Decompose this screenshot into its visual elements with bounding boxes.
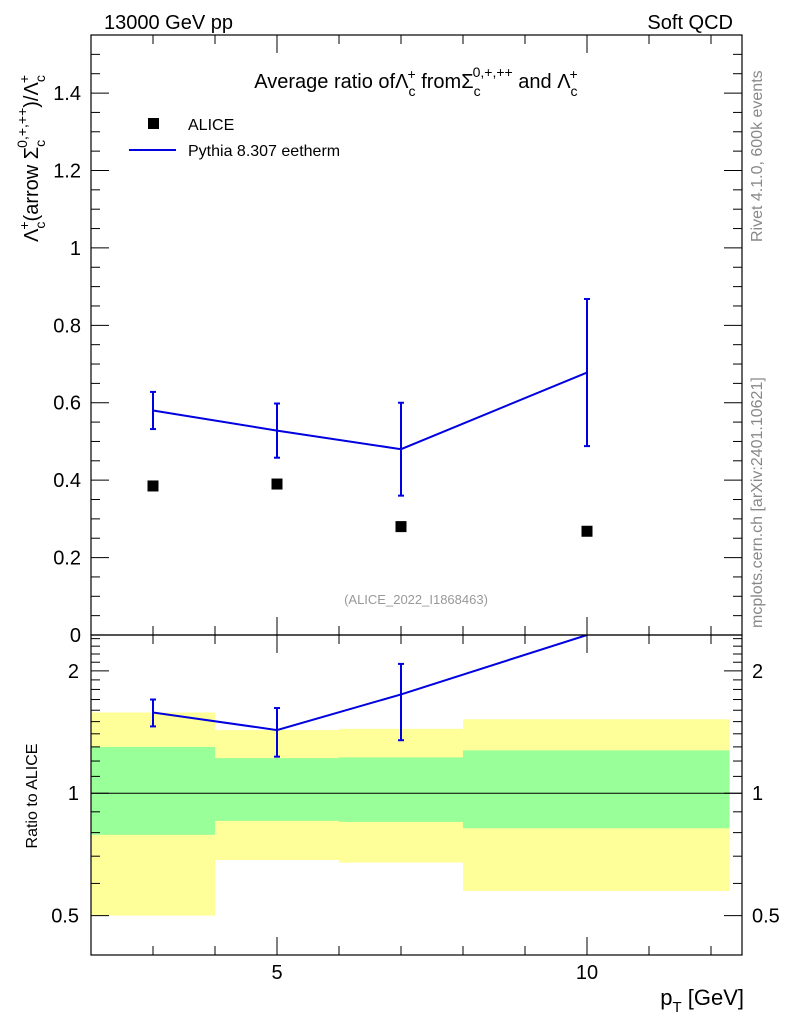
main-ytick-label: 0.8 [53,315,81,337]
title-lambda: Λ [395,71,409,93]
ylabel-lambda2-sup: + [16,75,32,83]
ratio-ytick-label-right: 0.5 [752,906,780,928]
title-sigma-sup: 0,+,++ [473,64,513,80]
alice-point [147,480,159,492]
ratio-ytick-label: 0.5 [51,906,79,928]
plot-title: Average ratio ofΛc+ fromΣc0,+,++ and Λc+ [254,64,577,99]
ratio-band-inner [91,746,215,835]
ylabel-lambda2: Λ [21,82,43,96]
ylabel-sigma-sup: 0,+,++ [14,108,30,148]
ratio-ticks: 0.5 0.5 1 1 2 2 5 10 [51,635,780,984]
main-ytick-label: 1.4 [53,83,81,105]
title-lambda2-sup: + [570,66,578,82]
rivet-label: Rivet 4.1.0, 600k events [749,70,766,242]
ratio-y-label: Ratio to ALICE [24,744,41,849]
main-ytick-label: 0 [70,625,81,647]
x-axis-label: pT [GeV] [660,985,744,1016]
ratio-panel: 0.5 0.5 1 1 2 2 5 10 Ratio to ALICE pT [GeV] [24,634,780,1016]
ylabel-sigma-sub: c [32,140,48,147]
mcplots-label: mcplots.cern.ch [arXiv:2401.10621] [749,377,766,628]
main-panel: 00.20.40.60.811.21.4 Average ratio ofΛc+… [14,34,743,647]
main-ticks: 0 0.2 0.4 0.6 0.8 1 1.2 1.4 [53,35,742,647]
legend-alice-marker [148,118,159,129]
ylabel-lambda2-sub: c [32,75,48,82]
ylabel-close: )/ [21,95,43,108]
main-ytick-label: 1.2 [53,160,81,182]
ratio-clipped-group [150,635,588,758]
alice-point [395,521,407,533]
header-right-label: Soft QCD [647,12,733,34]
xlabel-main: p [660,985,672,1010]
title-lambda-sup: + [407,66,415,82]
main-ytick-label: 0.4 [53,470,81,492]
ratio-band-inner [463,750,730,829]
ylabel-lambda: Λ [21,228,43,242]
main-ytick-label: 0.2 [53,548,81,570]
analysis-label: (ALICE_2022_I1868463) [344,592,488,607]
ylabel-arrow: (arrow [21,164,43,221]
legend-alice-label: ALICE [188,117,234,134]
ratio-ytick-label: 2 [68,661,79,683]
alice-point [581,525,593,537]
pythia-line [152,371,588,451]
ratio-series [150,635,588,758]
title-lambda2-sub: c [571,83,578,99]
xlabel-unit: [GeV] [682,985,744,1010]
title-lambda-sub: c [408,83,415,99]
header-left-label: 13000 GeV pp [104,12,233,34]
alice-point [271,478,283,490]
main-y-label: Λc+(arrow Σc0,+,++)/Λc+ [14,75,48,242]
ratio-bands [91,712,742,916]
ylabel-sigma: Σ [21,147,43,159]
ratio-ytick-label-right: 1 [752,783,763,805]
title-and: and [513,71,552,93]
title-prefix: Average ratio of [254,71,395,93]
ratio-frame [90,634,743,956]
title-lambda2: Λ [557,71,571,93]
title-from: from [416,71,462,93]
legend-pythia-label: Pythia 8.307 eetherm [188,143,340,160]
ratio-ytick-label: 1 [68,783,79,805]
ratio-band-inner [215,758,339,821]
ratio-ytick-label-right: 2 [752,661,763,683]
ylabel-lambda-sup: + [16,221,32,229]
main-ytick-label: 0.6 [53,393,81,415]
x-tick-label: 10 [576,962,598,984]
ratio-band-inner [339,757,463,822]
ratio-pythia-line [152,635,588,732]
main-ytick-label: 1 [70,238,81,260]
title-sigma-sub: c [474,83,481,99]
xlabel-sub: T [672,999,681,1016]
ylabel-lambda-sub: c [32,222,48,229]
main-series [147,298,593,537]
x-tick-label: 5 [271,962,282,984]
title-sigma: Σ [461,71,473,93]
